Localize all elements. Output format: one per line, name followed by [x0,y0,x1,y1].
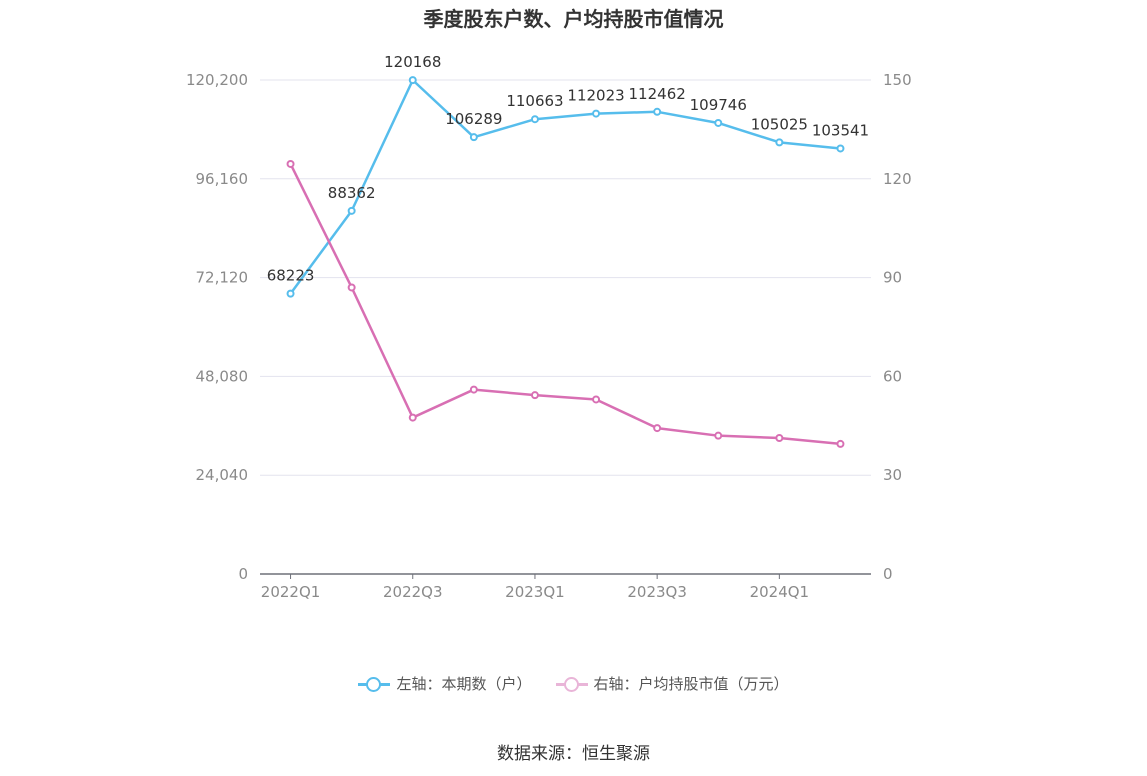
right-series-point [592,395,601,404]
x-tick-label: 2022Q1 [261,583,321,601]
left-series-point [775,138,784,147]
left-tick-label: 96,160 [196,170,249,188]
right-tick-label: 0 [883,565,893,583]
left-series-point [530,115,539,124]
left-series-point [469,133,478,142]
left-series-point [347,206,356,215]
data-label: 112462 [629,85,686,103]
data-label: 120168 [384,53,441,71]
data-label: 105025 [751,115,808,133]
legend-item-right[interactable]: 右轴：户均持股市值（万元） [555,673,789,694]
left-series-point [592,109,601,118]
chart-title: 季度股东户数、户均持股市值情况 [423,7,724,31]
right-tick-label: 120 [883,170,912,188]
source-note: 数据来源：恒生聚源 [497,744,650,764]
right-series-point [653,424,662,433]
data-label: 110663 [506,92,563,110]
right-series-point [714,431,723,440]
data-label: 68223 [267,267,315,285]
left-tick-label: 120,200 [186,71,248,89]
left-tick-label: 24,040 [196,466,249,484]
right-series-point [469,385,478,394]
right-tick-label: 30 [883,466,902,484]
left-series-point [714,118,723,127]
series [286,76,845,448]
left-series-point [408,76,417,85]
right-series-point [530,391,539,400]
left-series-point [836,144,845,153]
right-series-line [289,163,841,446]
right-tick-label: 150 [883,71,912,89]
left-series-point [286,289,295,298]
right-axis-ticks: 0 30 60 90 120 150 [883,71,912,583]
x-tick-label: 2024Q1 [750,583,810,601]
legend-right-swatch-icon [555,676,588,692]
x-tick-label: 2023Q3 [627,583,687,601]
right-tick-label: 60 [883,367,902,385]
data-label: 88362 [328,184,376,202]
right-series-point [775,433,784,442]
left-series-line [289,78,841,295]
left-tick-label: 72,120 [196,269,249,287]
data-label: 103541 [812,121,869,139]
legend-left-label: 左轴：本期数（户） [396,675,532,693]
right-series-point [408,413,417,422]
left-tick-label: 0 [238,565,248,583]
grid-lines [260,79,871,476]
legend-item-left[interactable]: 左轴：本期数（户） [358,673,532,694]
x-tick-label: 2022Q3 [383,583,443,601]
left-axis-ticks: 0 24,040 48,080 72,120 96,160 120,200 [186,71,248,583]
data-label: 112023 [567,87,624,105]
left-series-point [653,107,662,116]
right-tick-label: 90 [883,269,902,287]
right-series-point [347,283,356,292]
legend-right-label: 右轴：户均持股市值（万元） [593,675,789,693]
legend-left-swatch-icon [358,676,391,692]
x-axis-ticks: 2022Q1 2022Q3 2023Q1 2023Q3 2024Q1 [261,574,809,601]
legend: 左轴：本期数（户） 右轴：户均持股市值（万元） [0,673,1147,694]
right-series-point [286,159,295,168]
right-series-point [836,439,845,448]
data-label: 109746 [690,96,747,114]
left-tick-label: 48,080 [196,367,249,385]
x-tick-label: 2023Q1 [505,583,565,601]
data-label: 106289 [445,110,502,128]
